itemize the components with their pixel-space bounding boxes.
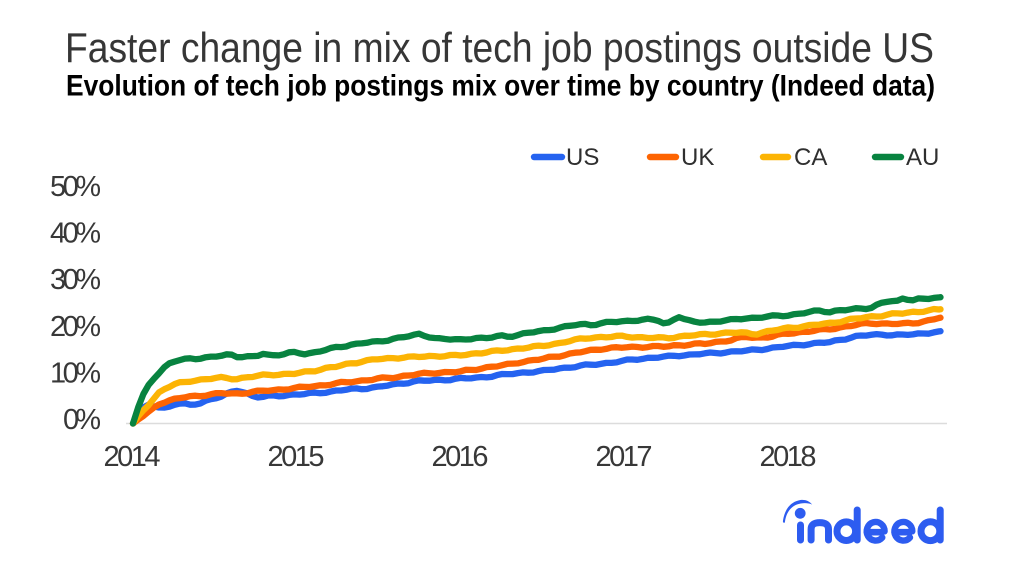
svg-text:2016: 2016 — [432, 441, 489, 473]
svg-text:Faster change in mix of tech j: Faster change in mix of tech job posting… — [65, 24, 934, 71]
svg-text:Evolution of tech job postings: Evolution of tech job postings mix over … — [66, 70, 935, 103]
svg-text:0%: 0% — [63, 404, 101, 436]
svg-text:40%: 40% — [50, 218, 101, 250]
svg-text:2015: 2015 — [268, 441, 325, 473]
svg-text:2018: 2018 — [760, 441, 817, 473]
svg-text:2014: 2014 — [104, 441, 161, 473]
svg-text:CA: CA — [794, 144, 827, 171]
svg-text:50%: 50% — [50, 171, 101, 203]
svg-text:30%: 30% — [50, 264, 101, 296]
svg-text:UK: UK — [681, 144, 714, 171]
svg-text:10%: 10% — [50, 357, 101, 389]
svg-text:2017: 2017 — [596, 441, 653, 473]
svg-text:20%: 20% — [50, 311, 101, 343]
svg-text:US: US — [566, 144, 599, 171]
svg-text:AU: AU — [906, 144, 939, 171]
